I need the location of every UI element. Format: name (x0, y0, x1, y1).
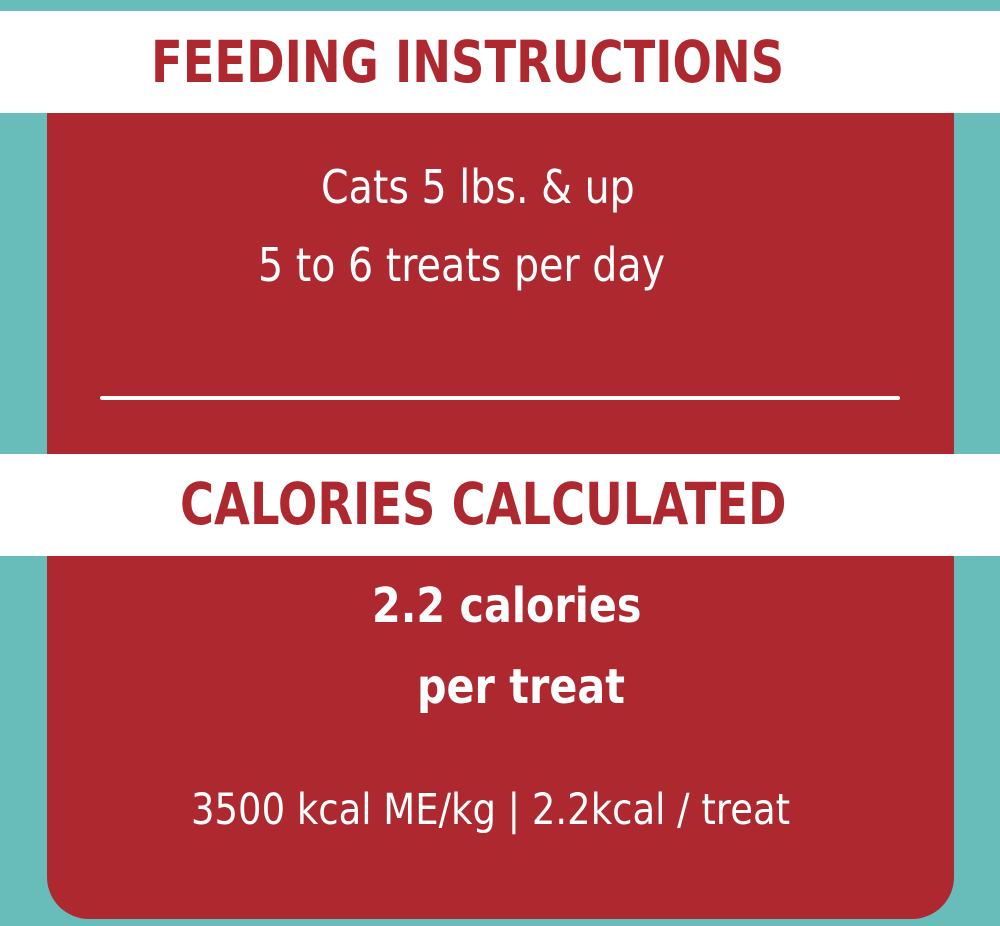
calories-heading-band (0, 454, 1000, 556)
calories-value-text: 2.2 calories (372, 578, 642, 634)
feeding-heading-band (0, 11, 1000, 113)
feeding-weight-text: Cats 5 lbs. & up (321, 160, 635, 214)
feeding-instructions-heading: FEEDING INSTRUCTIONS (151, 28, 785, 96)
section-divider (100, 396, 900, 400)
calories-unit-text: per treat (417, 659, 625, 715)
calories-detail-text: 3500 kcal ME/kg | 2.2kcal / treat (191, 785, 791, 835)
calories-calculated-heading: CALORIES CALCULATED (180, 470, 787, 538)
feeding-amount-text: 5 to 6 treats per day (258, 238, 666, 292)
